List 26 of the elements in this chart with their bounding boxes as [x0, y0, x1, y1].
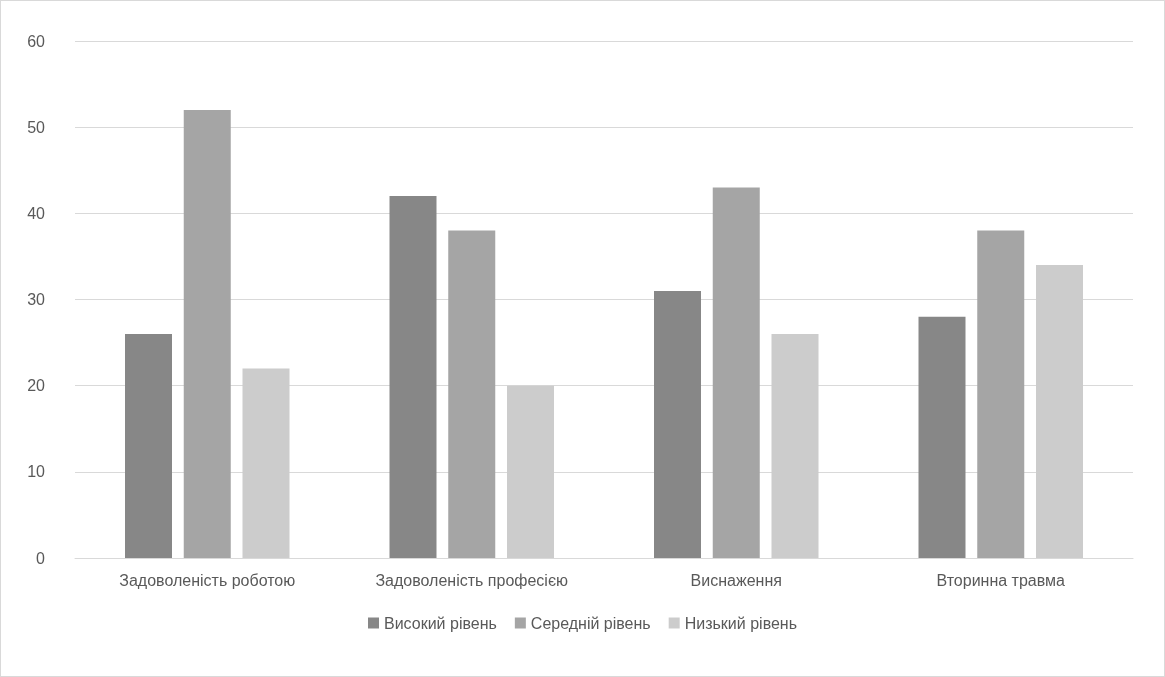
y-tick-label: 30 [27, 291, 46, 308]
bar [183, 109, 231, 558]
bar [712, 187, 760, 558]
y-tick-label: 60 [27, 32, 46, 50]
bar [448, 230, 496, 558]
y-tick-label: 40 [27, 204, 46, 222]
bar [125, 333, 172, 558]
bar [1036, 265, 1083, 558]
bar [771, 333, 819, 558]
bar [507, 385, 554, 558]
y-tick-label: 20 [27, 377, 46, 395]
legend-label: Середній рівень [530, 614, 651, 632]
bar [242, 368, 290, 558]
x-tick-label: Вторинна травма [936, 571, 1066, 589]
legend-label: Низький рівень [684, 614, 798, 632]
y-tick-label: 0 [36, 549, 46, 567]
bar [389, 196, 437, 558]
y-tick-label: 50 [27, 118, 46, 136]
bar [654, 290, 701, 558]
x-tick-label: Виснаження [690, 571, 782, 589]
x-tick-label: Задоволеність роботою [119, 571, 296, 589]
bar [918, 316, 966, 558]
bar [977, 230, 1025, 558]
legend-label: Високий рівень [383, 614, 497, 632]
x-tick-label: Задоволеність професією [375, 571, 569, 589]
y-tick-label: 10 [27, 463, 46, 481]
